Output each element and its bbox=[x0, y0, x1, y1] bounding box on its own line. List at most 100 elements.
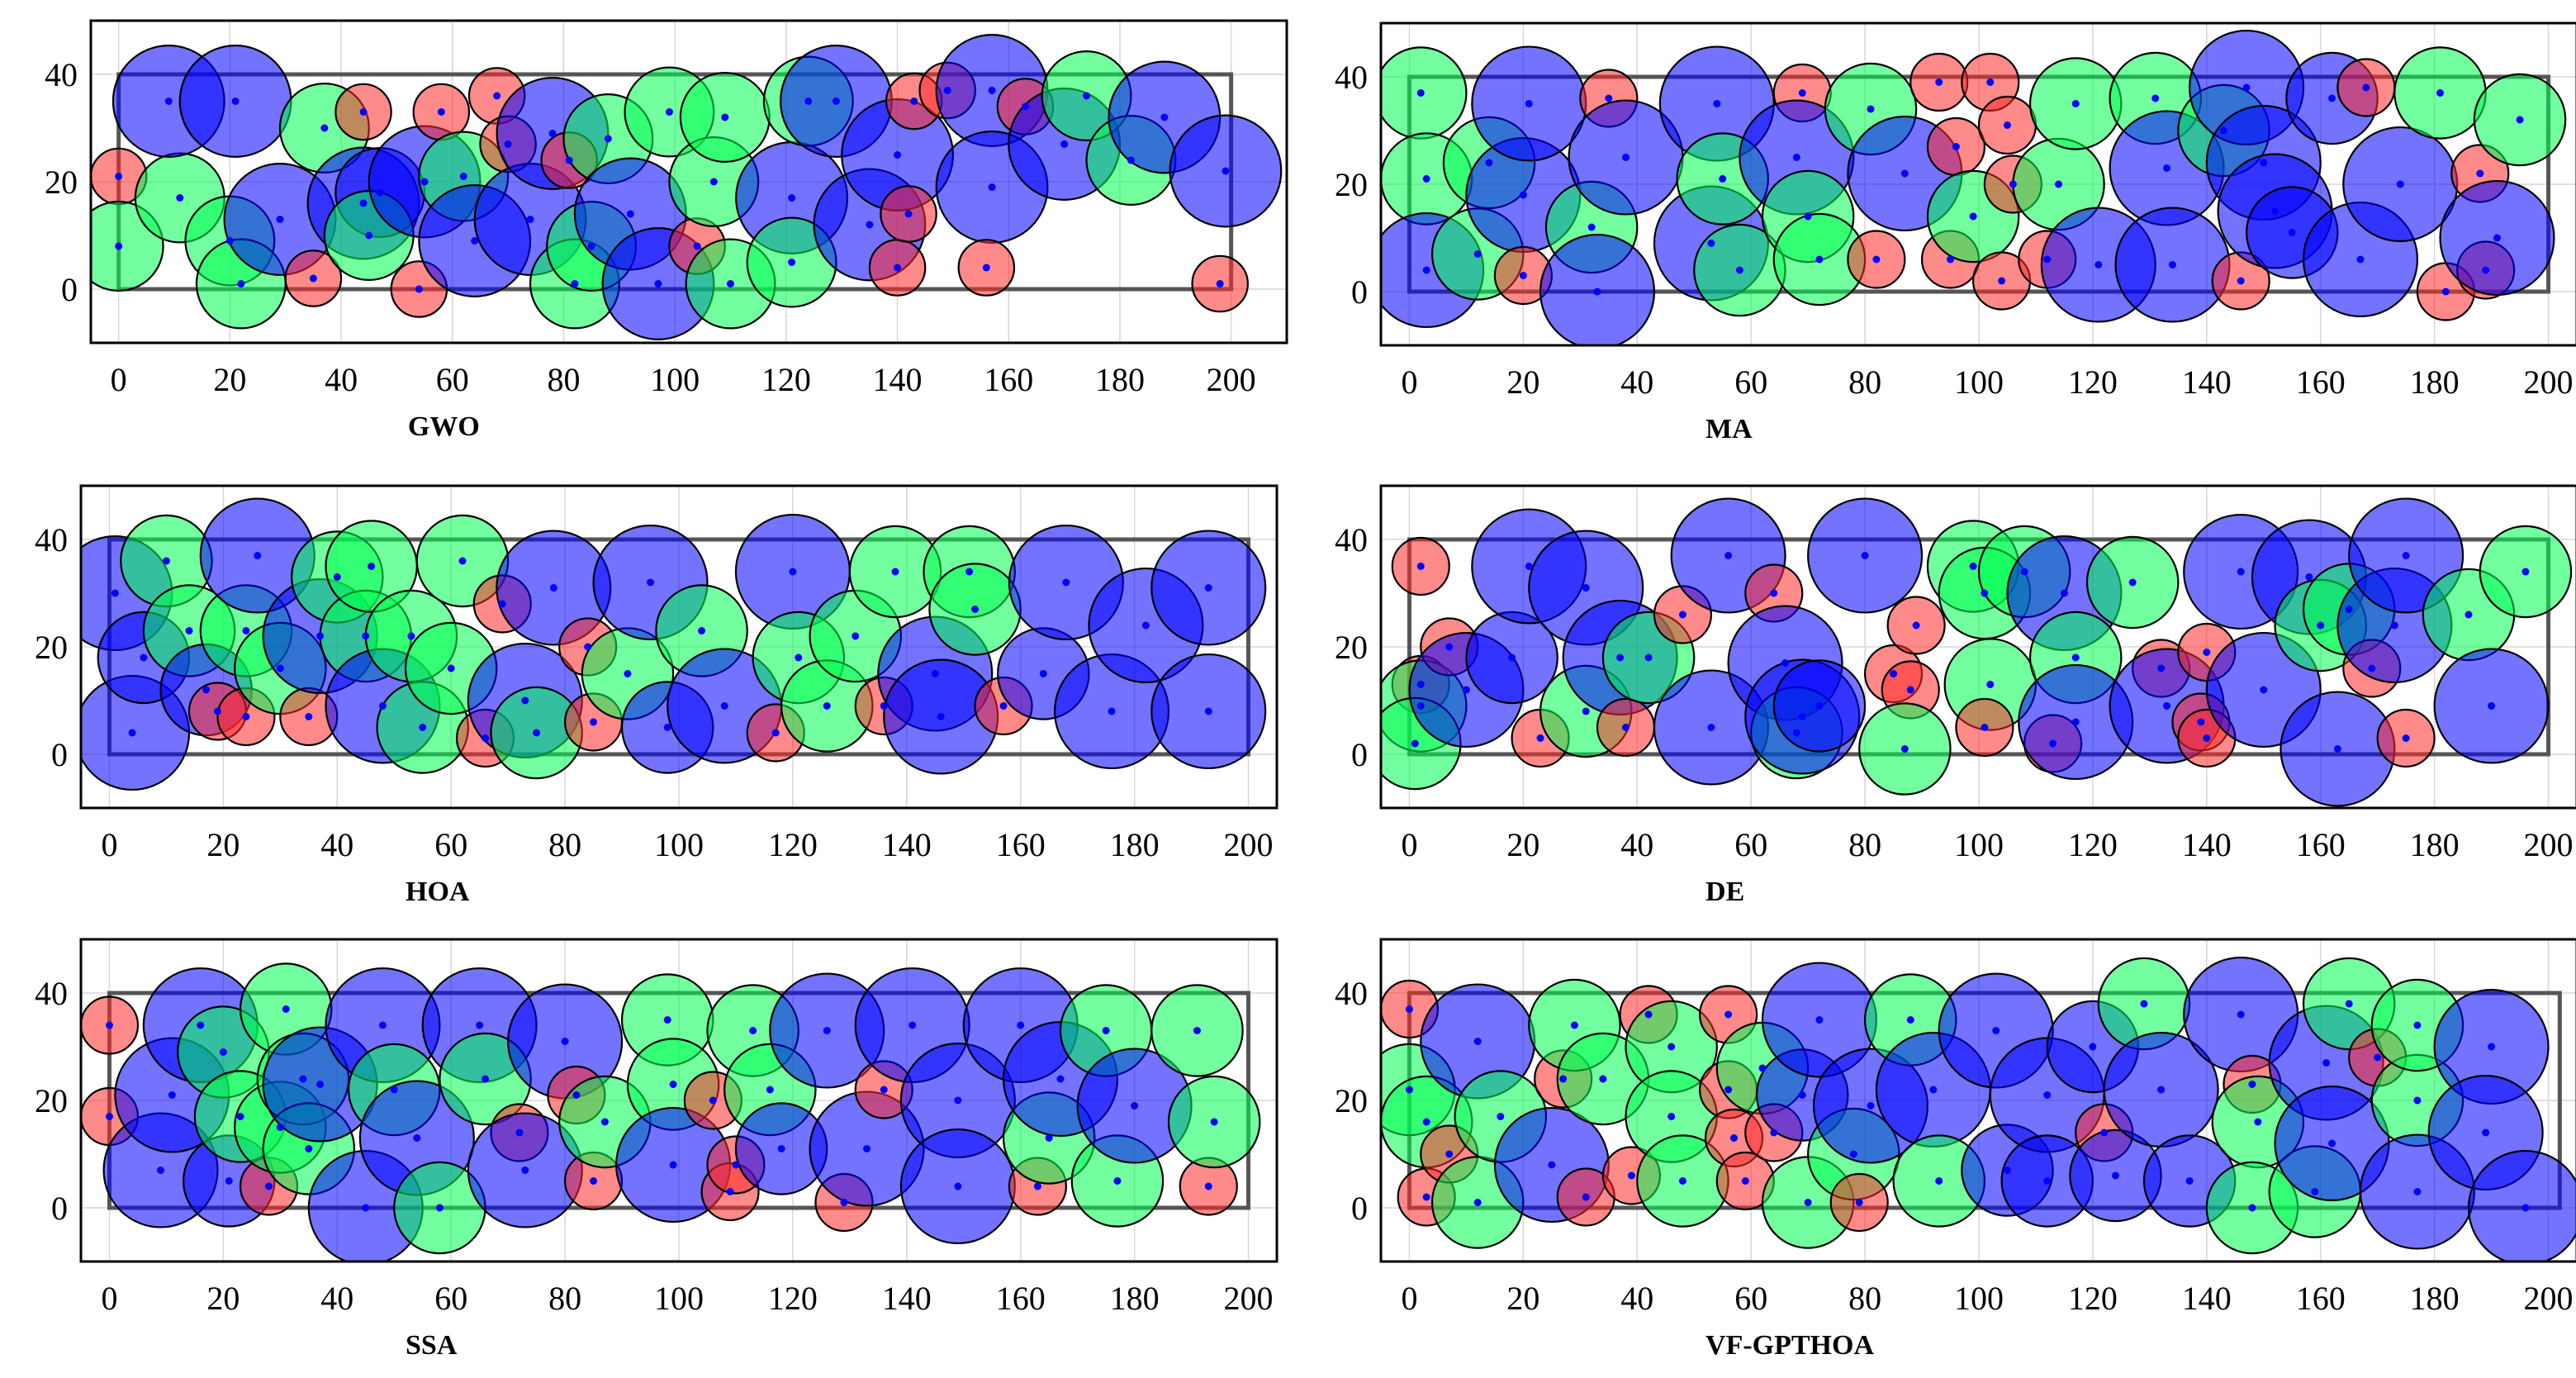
circle-center bbox=[1707, 724, 1715, 731]
circle-center bbox=[654, 280, 662, 287]
circle-center bbox=[2328, 1139, 2336, 1148]
circle-center bbox=[1131, 1102, 1139, 1110]
axes-box bbox=[1379, 21, 2576, 347]
circle-center bbox=[590, 718, 598, 726]
x-tick-label: 180 bbox=[2410, 364, 2460, 401]
x-tick-label: 60 bbox=[436, 361, 469, 398]
circle-center bbox=[498, 600, 506, 608]
circle-center bbox=[2163, 702, 2171, 710]
circle-center bbox=[1216, 280, 1224, 287]
circle-center bbox=[1986, 681, 1995, 688]
circle-center bbox=[2488, 702, 2496, 710]
circle-center bbox=[231, 97, 240, 105]
x-tick-label: 160 bbox=[2296, 826, 2346, 863]
circle-center bbox=[2396, 180, 2404, 188]
x-tick-label: 100 bbox=[1954, 826, 2004, 863]
circle-center bbox=[176, 194, 184, 202]
circle-center bbox=[2071, 653, 2080, 662]
circle-center bbox=[1559, 1075, 1568, 1083]
circle-center bbox=[2476, 169, 2484, 178]
circle-center bbox=[572, 1091, 581, 1099]
circle-center bbox=[2197, 718, 2205, 726]
circle-center bbox=[420, 178, 429, 186]
circle-center bbox=[115, 242, 123, 250]
circle-center bbox=[2151, 94, 2160, 102]
x-tick-label: 80 bbox=[548, 826, 581, 863]
circle-center bbox=[2089, 1043, 2097, 1051]
y-tick-label: 0 bbox=[51, 1190, 68, 1227]
circle-center bbox=[788, 194, 796, 202]
y-tick-label: 0 bbox=[51, 736, 68, 773]
x-tick-label: 80 bbox=[1848, 364, 1881, 401]
circle-center bbox=[1935, 78, 1943, 86]
circle-center bbox=[1587, 223, 1596, 231]
circle-center bbox=[788, 259, 796, 266]
circle-center bbox=[362, 632, 370, 640]
circle-center bbox=[1952, 143, 1960, 150]
circle-center bbox=[804, 97, 813, 105]
circle-center bbox=[1798, 713, 1806, 720]
circle-center bbox=[548, 130, 557, 137]
circle-center bbox=[2322, 1059, 2331, 1067]
panel-title: SSA bbox=[406, 1330, 458, 1361]
x-tick-label: 160 bbox=[996, 826, 1046, 863]
circle-center bbox=[1605, 94, 1613, 102]
circle-center bbox=[2413, 1188, 2422, 1195]
circle-center bbox=[1906, 686, 1914, 694]
circle-center bbox=[1045, 1134, 1053, 1142]
x-tick-label: 120 bbox=[2068, 364, 2118, 401]
circle-center bbox=[1815, 255, 1824, 264]
circle-center bbox=[157, 1167, 165, 1174]
circle-center bbox=[1798, 89, 1806, 97]
circle-center bbox=[709, 178, 718, 186]
circle-center bbox=[1204, 584, 1212, 592]
x-tick-label: 140 bbox=[2182, 364, 2232, 401]
circle-center bbox=[168, 1091, 176, 1099]
circle-center bbox=[943, 87, 951, 94]
circle-center bbox=[305, 1145, 313, 1152]
circle-center bbox=[1770, 589, 1778, 597]
circle-center bbox=[795, 653, 803, 662]
circle-center bbox=[1416, 681, 1425, 688]
circle-center bbox=[823, 1027, 831, 1034]
circle-center bbox=[1548, 1161, 1556, 1169]
circle-center bbox=[413, 1134, 421, 1142]
x-tick-label: 100 bbox=[1954, 364, 2004, 401]
circle-center bbox=[415, 285, 423, 293]
circle-center bbox=[647, 578, 655, 587]
circle-center bbox=[2163, 164, 2171, 172]
circle-center bbox=[1867, 1102, 1875, 1110]
circle-center bbox=[2043, 1091, 2052, 1099]
circle-center bbox=[2390, 621, 2398, 630]
circle-center bbox=[832, 97, 840, 105]
x-tick-label: 140 bbox=[2182, 1280, 2232, 1317]
circle-center bbox=[1411, 739, 1419, 748]
circle-center bbox=[1582, 707, 1590, 715]
circle-center bbox=[1422, 266, 1430, 274]
circle-center bbox=[2009, 180, 2017, 188]
circle-center bbox=[1678, 611, 1686, 619]
circle-center bbox=[908, 1021, 917, 1029]
circle-center bbox=[1141, 621, 1150, 630]
panel-hoa: 0 20 40 60 80 100 120 140 160 180 200 0 20 40 HOA bbox=[35, 484, 1279, 907]
circle-center bbox=[840, 1199, 848, 1206]
x-tick-label: 60 bbox=[1734, 826, 1767, 863]
circle-center bbox=[1627, 1171, 1635, 1180]
circle-center bbox=[988, 183, 996, 191]
circle-center bbox=[1113, 1177, 1122, 1185]
x-tick-label: 40 bbox=[320, 1280, 353, 1317]
circle-center bbox=[128, 729, 136, 737]
circle-center bbox=[254, 552, 262, 559]
circle-center bbox=[515, 1129, 524, 1137]
circle-center bbox=[988, 87, 996, 94]
circle-center bbox=[1519, 272, 1527, 279]
x-tick-label: 0 bbox=[101, 826, 117, 863]
circle-center bbox=[1724, 1086, 1733, 1094]
circle-center bbox=[2055, 180, 2063, 188]
x-tick-label: 180 bbox=[2410, 826, 2460, 863]
circle-center bbox=[590, 1177, 598, 1185]
x-tick-label: 0 bbox=[101, 1280, 117, 1317]
panel-ssa: 0 20 40 60 80 100 120 140 160 180 200 0 20 40 SSA bbox=[35, 938, 1279, 1361]
circle-center bbox=[571, 280, 579, 287]
